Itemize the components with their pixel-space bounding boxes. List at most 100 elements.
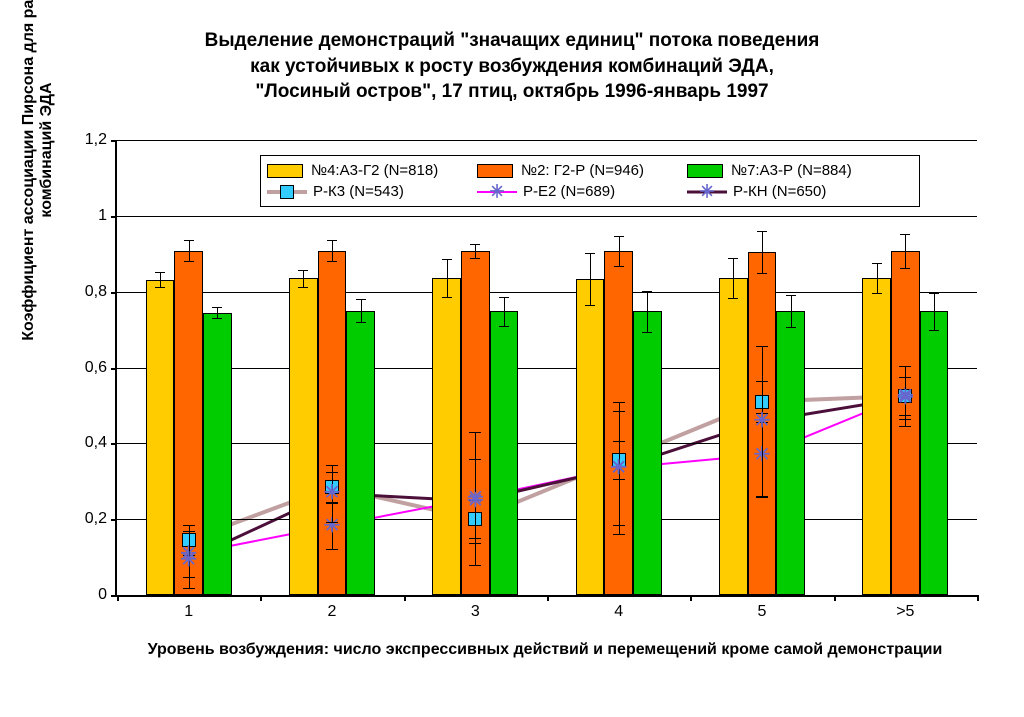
- ytick-mark: [111, 140, 117, 142]
- error-bar: [762, 231, 763, 273]
- error-cap: [756, 497, 768, 498]
- ytick-mark: [111, 292, 117, 294]
- title-line-3: "Лосиный остров", 17 птиц, октябрь 1996-…: [0, 79, 1024, 105]
- legend-item: Р-К3 (N=543): [267, 181, 477, 202]
- bar: [432, 278, 461, 595]
- error-cap: [899, 377, 911, 378]
- y-axis-label: Коэффициент ассоциации Пирсона для разны…: [20, 0, 56, 370]
- error-cap: [642, 332, 652, 333]
- gridline: [117, 140, 977, 141]
- error-cap: [614, 236, 624, 237]
- legend-label: Р-К3 (N=543): [313, 183, 404, 200]
- error-cap: [900, 234, 910, 235]
- error-cap: [298, 287, 308, 288]
- xtick-mark: [690, 595, 692, 601]
- error-cap: [585, 253, 595, 254]
- legend-label: Р-Е2 (N=689): [523, 183, 615, 200]
- ytick-label: 0: [98, 586, 107, 604]
- error-bar: [475, 244, 476, 258]
- xtick-mark: [834, 595, 836, 601]
- title-line-2: как устойчивых к росту возбуждения комби…: [0, 54, 1024, 80]
- error-cap: [356, 322, 366, 323]
- error-cap: [899, 366, 911, 367]
- error-bar: [189, 240, 190, 261]
- error-bar: [361, 299, 362, 322]
- error-cap: [614, 266, 624, 267]
- error-bar: [447, 259, 448, 297]
- error-bar: [504, 297, 505, 326]
- error-cap: [155, 272, 165, 273]
- bar: [862, 278, 891, 595]
- legend-line-icon: [267, 184, 307, 200]
- marker-asterisk: ✳: [897, 388, 914, 408]
- gridline: [117, 292, 977, 293]
- error-cap: [326, 549, 338, 550]
- error-cap: [499, 326, 509, 327]
- error-cap: [756, 346, 768, 347]
- legend-item: №7:А3-Р (N=884): [687, 160, 897, 181]
- xtick-label: 1: [184, 603, 193, 621]
- error-cap: [499, 297, 509, 298]
- xtick-mark: [117, 595, 119, 601]
- bar: [920, 311, 949, 595]
- legend: №4:А3-Г2 (N=818) №2: Г2-Р (N=946) №7:А3-Р …: [260, 155, 920, 207]
- error-bar: [332, 240, 333, 261]
- ytick-mark: [111, 368, 117, 370]
- error-cap: [613, 534, 625, 535]
- error-cap: [183, 525, 195, 526]
- bar: [490, 311, 519, 595]
- ytick-label: 0,4: [85, 434, 107, 452]
- xtick-label: >5: [896, 603, 914, 621]
- chart-title: Выделение демонстраций "значащих единиц"…: [0, 0, 1024, 105]
- xtick-label: 2: [328, 603, 337, 621]
- error-cap: [786, 327, 796, 328]
- xtick-label: 4: [614, 603, 623, 621]
- error-cap: [442, 297, 452, 298]
- bar: [576, 279, 605, 595]
- error-cap: [469, 432, 481, 433]
- ytick-label: 1,2: [85, 131, 107, 149]
- xtick-mark: [260, 595, 262, 601]
- gridline: [117, 368, 977, 369]
- legend-label: №7:А3-Р (N=884): [731, 162, 852, 179]
- error-cap: [184, 240, 194, 241]
- error-cap: [728, 298, 738, 299]
- legend-swatch: [477, 164, 513, 178]
- legend-swatch: [687, 164, 723, 178]
- xtick-label: 5: [758, 603, 767, 621]
- error-cap: [929, 293, 939, 294]
- title-line-1: Выделение демонстраций "значащих единиц"…: [0, 28, 1024, 54]
- error-cap: [212, 318, 222, 319]
- error-cap: [326, 522, 338, 523]
- error-cap: [212, 307, 222, 308]
- ytick-mark: [111, 216, 117, 218]
- error-cap: [786, 295, 796, 296]
- gridline: [117, 216, 977, 217]
- error-cap: [356, 299, 366, 300]
- bar: [289, 278, 318, 595]
- ytick-label: 1: [98, 207, 107, 225]
- gridline: [117, 443, 977, 444]
- legend-label: №2: Г2-Р (N=946): [521, 162, 644, 179]
- error-cap: [327, 261, 337, 262]
- bar: [719, 278, 748, 595]
- legend-item: ✳Р-Е2 (N=689): [477, 181, 687, 202]
- error-cap: [929, 330, 939, 331]
- bar: [776, 311, 805, 595]
- plot-area: 00,20,40,60,811,212345>5✳✳✳✳✳✳✳✳✳✳✳✳: [115, 140, 977, 597]
- xtick-mark: [404, 595, 406, 601]
- error-cap: [183, 588, 195, 589]
- error-bar: [791, 295, 792, 327]
- error-cap: [900, 268, 910, 269]
- marker-asterisk: ✳: [324, 483, 341, 503]
- bar: [203, 313, 232, 595]
- legend-row: Р-К3 (N=543) ✳Р-Е2 (N=689)✳Р-КН (N=650): [267, 181, 913, 202]
- legend-item: №4:А3-Г2 (N=818): [267, 160, 477, 181]
- error-bar: [905, 234, 906, 268]
- error-cap: [469, 543, 481, 544]
- chart-container: Выделение демонстраций "значащих единиц"…: [0, 0, 1024, 717]
- legend-item: ✳Р-КН (N=650): [687, 181, 897, 202]
- legend-label: №4:А3-Г2 (N=818): [311, 162, 438, 179]
- gridline: [117, 519, 977, 520]
- marker-asterisk: ✳: [610, 458, 627, 478]
